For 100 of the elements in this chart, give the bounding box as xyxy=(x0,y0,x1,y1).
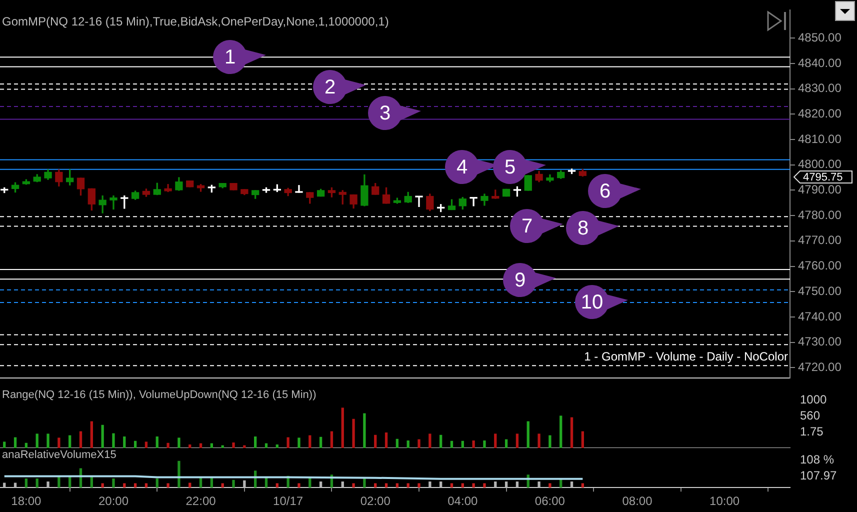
bar xyxy=(526,421,530,448)
y-tick-label: 4760.00 xyxy=(798,258,842,273)
bar xyxy=(264,443,268,448)
annotation: 3 xyxy=(379,102,391,125)
annotation: 9 xyxy=(514,270,526,292)
x-tick-label: 04:00 xyxy=(448,494,478,508)
bar xyxy=(79,431,82,448)
text: 560 xyxy=(800,408,820,422)
bar xyxy=(188,444,192,448)
bar xyxy=(406,440,410,448)
y-tick-label: 4770.00 xyxy=(798,233,842,248)
bar xyxy=(112,478,115,488)
bar xyxy=(483,440,486,448)
bar xyxy=(418,483,420,488)
y-tick-label: 4810.00 xyxy=(798,132,842,146)
bar xyxy=(308,435,312,448)
y-tick-label: 4840.00 xyxy=(798,56,842,70)
bar xyxy=(548,483,552,488)
bar xyxy=(156,436,158,448)
bar xyxy=(178,438,180,448)
annotation: 5 xyxy=(504,156,516,179)
bar xyxy=(24,478,28,488)
candlestick xyxy=(470,196,478,206)
bar xyxy=(276,444,278,448)
bar xyxy=(101,424,104,448)
x-tick-label: 20:00 xyxy=(98,494,129,508)
text: 108 % xyxy=(800,452,834,466)
x-tick-label: 22:00 xyxy=(186,494,216,508)
y-tick-label: 4740.00 xyxy=(798,309,842,324)
text: 107.97 xyxy=(800,468,838,482)
bar xyxy=(178,460,180,488)
y-tick-label: 4800.00 xyxy=(798,157,842,172)
bar xyxy=(516,481,519,488)
annotation: 2 xyxy=(324,76,336,99)
text: 1.75 xyxy=(800,424,824,438)
bar xyxy=(330,431,334,448)
bar xyxy=(504,439,508,448)
bar xyxy=(352,418,355,448)
x-tick-label: 06:00 xyxy=(534,494,566,508)
bar xyxy=(112,433,115,448)
bar xyxy=(538,434,540,448)
bar xyxy=(166,442,170,448)
text: 4795.75 xyxy=(803,172,843,184)
bar xyxy=(341,481,344,488)
bar xyxy=(570,481,574,488)
bar xyxy=(36,434,38,448)
candlestick xyxy=(295,185,303,193)
bar xyxy=(352,483,355,488)
bar xyxy=(440,434,442,448)
bar xyxy=(298,483,300,488)
y-tick-label: 4790.00 xyxy=(798,182,842,197)
bar xyxy=(134,440,137,448)
bar xyxy=(472,440,475,448)
text: 1000 xyxy=(800,392,828,406)
x-tick-label: 02:00 xyxy=(360,494,391,508)
y-tick-label: 4780.00 xyxy=(798,208,842,222)
bar xyxy=(396,438,399,448)
bar xyxy=(538,481,540,488)
annotation: 7 xyxy=(521,216,533,238)
bar xyxy=(232,442,235,448)
annotation: 6 xyxy=(599,180,611,203)
bar xyxy=(90,421,93,448)
bar xyxy=(156,478,158,488)
bar xyxy=(232,480,235,488)
bar xyxy=(428,481,432,488)
bar xyxy=(461,440,464,448)
bar xyxy=(46,481,50,488)
bar xyxy=(24,442,28,448)
bar xyxy=(243,445,246,448)
bar xyxy=(166,483,170,488)
bar xyxy=(384,432,388,448)
bar xyxy=(581,431,584,448)
bar xyxy=(3,442,6,448)
bar xyxy=(494,434,497,448)
bar xyxy=(570,417,574,448)
bar xyxy=(548,435,552,448)
bar xyxy=(58,438,60,448)
bar xyxy=(199,443,202,448)
annotation: 4 xyxy=(456,156,468,179)
bar xyxy=(286,437,290,448)
bar xyxy=(123,436,126,448)
bar xyxy=(440,481,442,488)
bar xyxy=(319,481,322,488)
annotation: 1 xyxy=(224,46,236,69)
bar xyxy=(341,408,344,448)
bar xyxy=(58,476,60,488)
bar xyxy=(14,437,17,448)
bar xyxy=(68,435,72,448)
bar xyxy=(319,436,322,448)
chart-title: Range(NQ 12-16 (15 Min)), VolumeUpDown(NQ 12-16 (15 Min)) xyxy=(2,389,316,402)
chart-title: GomMP(NQ 12-16 (15 Min),True,BidAsk,OnePerDay,None,1,1000000,1) xyxy=(2,14,389,29)
bar xyxy=(210,443,214,448)
bar xyxy=(418,439,420,448)
bar xyxy=(243,480,246,488)
x-tick-label: 18:00 xyxy=(11,494,42,508)
y-tick-label: 4850.00 xyxy=(798,30,842,44)
y-tick-label: 4750.00 xyxy=(798,284,842,298)
bar xyxy=(472,483,475,488)
bar xyxy=(483,483,486,488)
annotation: 8 xyxy=(577,218,589,240)
